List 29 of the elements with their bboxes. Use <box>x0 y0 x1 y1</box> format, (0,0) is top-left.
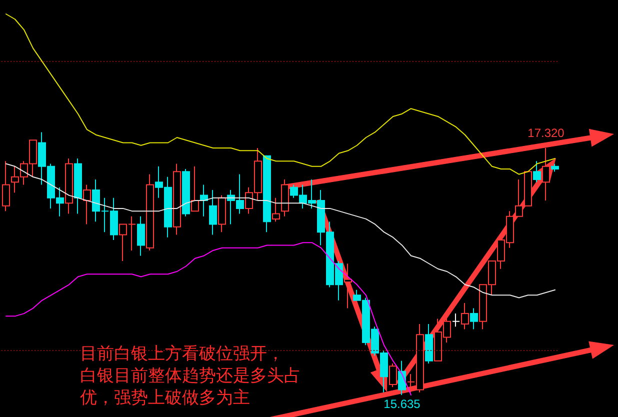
candlestick <box>281 179 289 217</box>
candlestick <box>191 166 199 212</box>
candlestick <box>65 158 73 214</box>
candlestick <box>146 174 154 251</box>
candlestick <box>533 160 541 183</box>
candlestick <box>461 302 469 330</box>
candlestick <box>182 168 190 217</box>
candlestick <box>344 263 352 309</box>
annotation: 17.320 <box>528 126 565 140</box>
candlestick <box>452 313 460 328</box>
candlestick <box>209 190 217 236</box>
annotation: 优，强势上破做多为主 <box>80 388 250 407</box>
candlestick <box>551 163 559 172</box>
candlestick <box>137 216 145 256</box>
annotation: 15.635 <box>384 397 421 411</box>
candlestick <box>200 184 208 217</box>
candlestick <box>83 184 91 225</box>
annotation: 白银目前整体趋势还是多头占 <box>80 366 301 385</box>
candlestick <box>425 324 433 364</box>
candlestick <box>173 163 181 236</box>
candlestick <box>263 155 271 233</box>
candlestick <box>272 197 280 222</box>
candlestick <box>398 360 406 396</box>
candlestick <box>74 158 82 214</box>
candlestick <box>470 308 478 330</box>
annotation: 目前白银上方看破位强开， <box>80 344 284 363</box>
candlestick <box>389 362 397 388</box>
candlestick <box>218 194 226 233</box>
candlestick <box>542 148 550 202</box>
